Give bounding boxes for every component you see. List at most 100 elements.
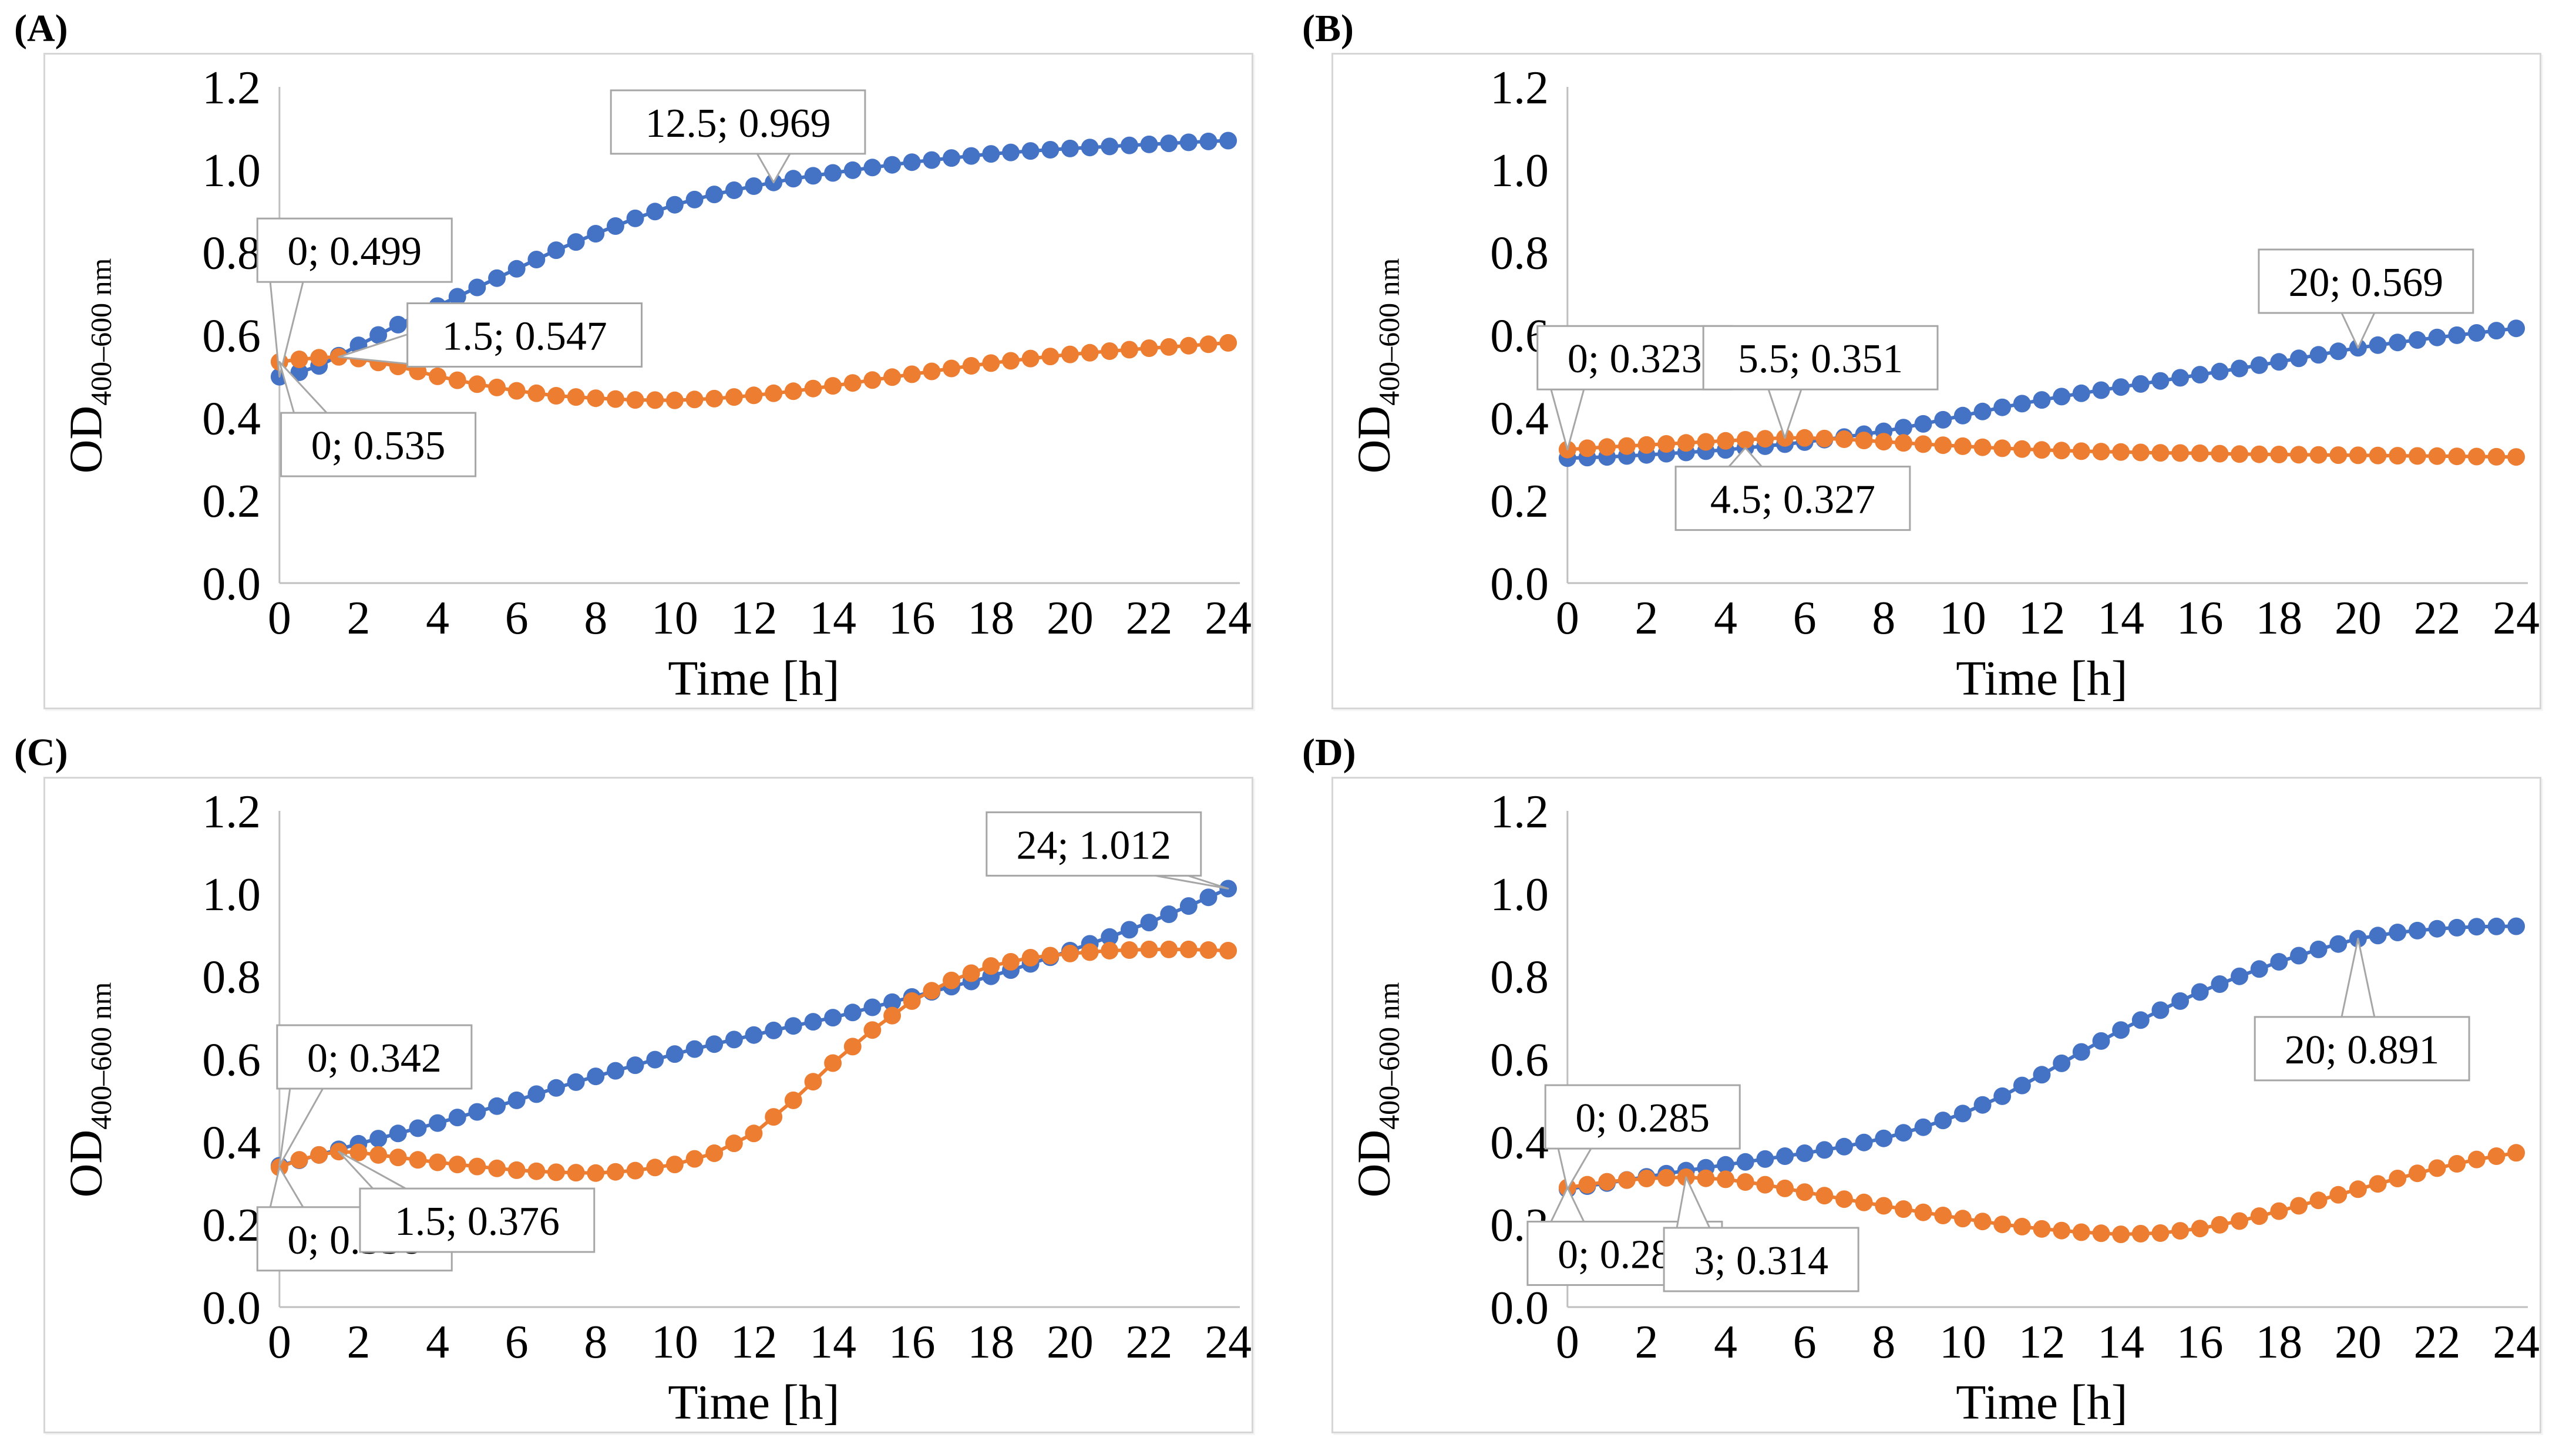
data-point bbox=[2191, 366, 2209, 384]
series-orange bbox=[1558, 429, 2525, 466]
data-point bbox=[1617, 437, 1636, 455]
data-point bbox=[369, 1146, 388, 1164]
x-tick-label: 20 bbox=[2335, 1316, 2382, 1368]
annotation-callout: 20; 0.569 bbox=[2258, 248, 2474, 349]
y-tick-label: 0.6 bbox=[202, 1034, 261, 1086]
callout-label: 20; 0.569 bbox=[2289, 260, 2444, 305]
panel-c-label: (C) bbox=[14, 731, 68, 774]
data-point bbox=[863, 1021, 882, 1039]
data-point bbox=[1637, 1170, 1656, 1187]
panel-c-chart-box: 1.2 1.0 0.8 0.6 0.4 0.2 0.0 0 2 4 6 8 10 12 14 16 18 20 22… bbox=[43, 777, 1253, 1433]
data-point bbox=[2448, 918, 2466, 937]
x-tick-label: 12 bbox=[731, 592, 778, 644]
data-point bbox=[2290, 1197, 2308, 1215]
annotation-callout: 1.5; 0.547 bbox=[338, 302, 643, 368]
x-tick-label: 4 bbox=[426, 592, 449, 644]
data-point bbox=[2507, 319, 2525, 338]
data-point bbox=[1855, 1133, 1873, 1151]
x-tick-label: 6 bbox=[1793, 592, 1817, 644]
x-tick-label: 8 bbox=[1872, 592, 1895, 644]
data-point bbox=[863, 159, 882, 177]
data-point bbox=[369, 326, 388, 344]
data-point bbox=[784, 170, 802, 188]
x-tick-label: 4 bbox=[426, 1316, 449, 1368]
x-tick-labels: 0 2 4 6 8 10 12 14 16 18 20 22 24 bbox=[268, 1316, 1252, 1368]
x-tick-label: 6 bbox=[505, 592, 529, 644]
data-point bbox=[903, 365, 921, 383]
data-point bbox=[2112, 1225, 2130, 1244]
data-point bbox=[784, 1017, 802, 1035]
data-point bbox=[1021, 949, 1040, 967]
data-point bbox=[1736, 1153, 1754, 1171]
x-tick-label: 24 bbox=[1205, 1316, 1252, 1368]
data-point bbox=[1855, 432, 1873, 450]
annotation-callout: 1.5; 0.376 bbox=[338, 1150, 596, 1253]
data-point bbox=[2053, 1221, 2071, 1240]
data-point bbox=[1081, 139, 1099, 157]
data-point bbox=[1179, 133, 1198, 151]
data-point bbox=[804, 167, 822, 185]
x-tick-label: 2 bbox=[1635, 592, 1659, 644]
data-point bbox=[1914, 435, 1932, 453]
data-point bbox=[1617, 1171, 1636, 1189]
panel-b-chart-box: 1.2 1.0 0.8 0.6 0.4 0.2 0.0 0 2 4 6 8 10 12 14 16 18 20 22… bbox=[1331, 53, 2541, 709]
data-point bbox=[765, 1108, 783, 1126]
data-point bbox=[2033, 391, 2051, 409]
annotation-callout: 12.5; 0.969 bbox=[610, 89, 866, 184]
series-orange bbox=[270, 940, 1237, 1182]
data-point bbox=[2309, 446, 2328, 464]
data-point bbox=[943, 149, 960, 167]
y-tick-label: 0.4 bbox=[202, 393, 261, 444]
y-tick-label: 1.0 bbox=[1490, 145, 1549, 197]
data-point bbox=[2290, 446, 2308, 464]
panel-b-chart: 1.21.00.80.60.40.20.00 2 4 6 8 10 12 14 16 18 20 22… bbox=[1348, 62, 2540, 706]
y-tick-label: 0.0 bbox=[202, 558, 261, 610]
data-point bbox=[547, 241, 565, 260]
data-point bbox=[1041, 348, 1060, 366]
x-tick-label: 22 bbox=[1126, 1316, 1173, 1368]
x-tick-labels: 0 2 4 6 8 10 12 14 16 18 20 22 24 bbox=[1556, 1316, 2540, 1368]
y-tick-label: 0.6 bbox=[1490, 1034, 1549, 1086]
data-point bbox=[507, 260, 526, 278]
data-point bbox=[1637, 436, 1656, 454]
data-point bbox=[507, 382, 526, 400]
y-tick-label: 0.2 bbox=[202, 476, 261, 527]
data-point bbox=[2231, 445, 2248, 463]
data-point bbox=[685, 190, 704, 208]
data-point bbox=[2131, 375, 2150, 393]
data-point bbox=[389, 1124, 407, 1143]
data-point bbox=[982, 145, 1000, 163]
data-point bbox=[527, 251, 546, 268]
panel-d-chart: 1.21.00.80.60.40.20.00 2 4 6 8 10 12 14 16 18 20 22… bbox=[1348, 786, 2540, 1430]
data-point bbox=[626, 209, 644, 227]
data-point bbox=[448, 1109, 466, 1127]
data-point bbox=[1002, 352, 1020, 370]
x-tick-label: 12 bbox=[2019, 592, 2066, 644]
data-point bbox=[665, 196, 684, 214]
data-point bbox=[2369, 1175, 2387, 1193]
annotation-callout: 0; 0.342 bbox=[276, 1024, 473, 1167]
data-point bbox=[2053, 388, 2071, 406]
y-tick-label: 1.0 bbox=[1490, 869, 1549, 921]
data-point bbox=[923, 151, 941, 169]
x-tick-label: 8 bbox=[584, 1316, 607, 1368]
data-point bbox=[290, 1151, 308, 1169]
data-point bbox=[626, 1161, 644, 1180]
x-tick-label: 14 bbox=[2097, 592, 2144, 644]
panel-a-label: (A) bbox=[14, 7, 68, 50]
data-point bbox=[1993, 398, 2012, 416]
y-tick-label: 1.2 bbox=[1490, 62, 1549, 114]
data-point bbox=[1101, 342, 1119, 360]
x-tick-label: 10 bbox=[1939, 1316, 1986, 1368]
x-tick-label: 16 bbox=[889, 592, 936, 644]
data-point bbox=[1736, 431, 1754, 449]
data-point bbox=[1953, 1210, 1972, 1228]
data-point bbox=[2072, 1043, 2090, 1061]
data-point bbox=[1041, 947, 1060, 965]
data-point bbox=[2191, 1220, 2209, 1238]
x-tick-labels: 0 2 4 6 8 10 12 14 16 18 20 22 24 bbox=[268, 592, 1252, 644]
data-point bbox=[2013, 1076, 2031, 1095]
x-tick-label: 24 bbox=[1205, 592, 1252, 644]
data-point bbox=[1895, 1124, 1912, 1142]
data-point bbox=[1199, 335, 1218, 353]
